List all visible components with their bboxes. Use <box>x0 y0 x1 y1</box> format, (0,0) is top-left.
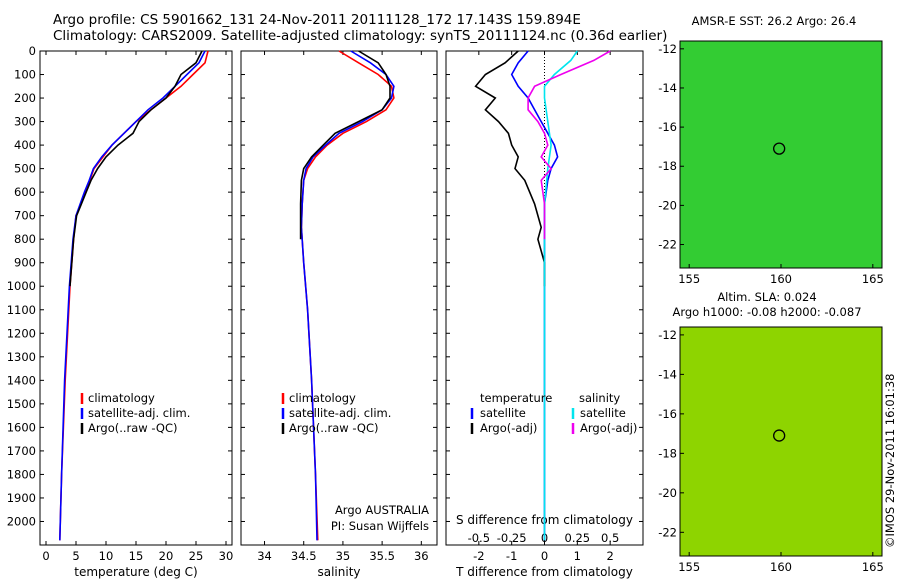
depth-tick-label: 1200 <box>7 326 36 340</box>
depth-tick-label: 1900 <box>7 491 36 505</box>
sst-base-fill <box>680 41 882 268</box>
temperature-series-line <box>69 50 203 287</box>
sla_map-argo-position-marker <box>773 429 786 442</box>
title-line-1: Argo profile: CS 5901662_131 24-Nov-2011… <box>53 12 581 28</box>
sst_map-ytick-label: -18 <box>658 159 677 173</box>
difference-xlabel: T difference from climatology <box>455 565 633 579</box>
temperature-plot-frame <box>39 50 233 546</box>
sst_map-ytick-label: -14 <box>658 81 677 95</box>
difference-legend-entry: satellite <box>580 406 626 420</box>
difference-legend-entry: satellite <box>480 406 526 420</box>
sst_map-xtick-label: 155 <box>678 272 700 286</box>
sst-map-title: AMSR-E SST: 26.2 Argo: 26.4 <box>692 14 857 28</box>
salinity-diff-tick-label: 0.5 <box>601 531 619 545</box>
depth-tick-label: 1300 <box>7 350 36 364</box>
difference-xtick-label: 1 <box>574 549 581 563</box>
sst_map-ytick-label: -20 <box>658 198 677 212</box>
sla_map-ytick-label: -22 <box>658 525 677 539</box>
sst_map-argo-position-marker <box>773 142 786 155</box>
sla_map-ytick-label: -18 <box>658 446 677 460</box>
depth-tick-label: 1000 <box>7 279 36 293</box>
difference-xtick-label: 2 <box>607 549 614 563</box>
sla-map-subtitle: Argo h1000: -0.08 h2000: -0.087 <box>672 305 861 319</box>
temperature-xtick-label: 30 <box>219 549 234 563</box>
temperature-xtick-label: 5 <box>72 549 79 563</box>
difference-series-line <box>543 50 578 541</box>
salinity-series-line <box>299 50 391 240</box>
sla_map-xtick-label: 160 <box>770 560 792 574</box>
salinity-annotation: Argo AUSTRALIA <box>335 503 429 517</box>
salinity-xtick-label: 34.5 <box>291 549 317 563</box>
sla_map-ytick-label: -16 <box>658 407 677 421</box>
depth-tick-label: 1500 <box>7 397 36 411</box>
sst_map-ytick-label: -12 <box>658 42 677 56</box>
salinity-diff-tick-label: -0.5 <box>468 531 490 545</box>
depth-tick-label: 1700 <box>7 444 36 458</box>
difference-xtick-label: 0 <box>541 549 548 563</box>
depth-tick-label: 900 <box>14 256 36 270</box>
salinity-xtick-label: 35 <box>336 549 351 563</box>
sla-map-title: Altim. SLA: 0.024 <box>717 290 816 304</box>
salinity-xtick-label: 35.5 <box>369 549 395 563</box>
salinity-legend-entry: climatology <box>289 391 356 405</box>
depth-tick-label: 1100 <box>7 303 36 317</box>
sst_map-xtick-label: 165 <box>862 272 884 286</box>
depth-tick-label: 200 <box>14 91 36 105</box>
sst_map-xtick-label: 160 <box>770 272 792 286</box>
depth-tick-label: 400 <box>14 138 36 152</box>
sst_map-ytick-label: -16 <box>658 120 677 134</box>
imos-stamp: ©IMOS 29-Nov-2011 16:01:38 <box>883 373 897 548</box>
salinity-plot-frame <box>240 50 438 546</box>
salinity-xlabel: salinity <box>317 565 360 579</box>
sla_map-ytick-label: -14 <box>658 367 677 381</box>
temperature-xlabel: temperature (deg C) <box>74 565 197 579</box>
depth-tick-label: 1400 <box>7 373 36 387</box>
depth-tick-label: 500 <box>14 162 36 176</box>
temperature-xtick-label: 0 <box>42 549 49 563</box>
difference-legend-entry: Argo(-adj) <box>480 421 537 435</box>
salinity-series-line <box>300 50 395 541</box>
difference-legend-heading: salinity <box>579 391 620 405</box>
depth-tick-label: 100 <box>14 68 36 82</box>
difference-xtick-label: -1 <box>506 549 517 563</box>
sla_map-ytick-label: -20 <box>658 486 677 500</box>
salinity-annotation: PI: Susan Wijffels <box>331 519 429 533</box>
sla_map-xtick-label: 165 <box>862 560 884 574</box>
salinity-legend-entry: satellite-adj. clim. <box>289 406 391 420</box>
sst_map-ytick-label: -22 <box>658 238 677 252</box>
depth-tick-label: 1600 <box>7 420 36 434</box>
temperature-xtick-label: 25 <box>189 549 204 563</box>
difference-series-line <box>474 50 546 287</box>
temperature-legend-entry: climatology <box>88 391 155 405</box>
depth-tick-label: 0 <box>29 44 36 58</box>
temperature-xtick-label: 10 <box>99 549 114 563</box>
salinity-diff-tick-label: 0.25 <box>565 531 591 545</box>
depth-tick-label: 800 <box>14 232 36 246</box>
salinity-xtick-label: 34 <box>257 549 272 563</box>
sla-base-fill <box>680 327 882 556</box>
depth-tick-label: 300 <box>14 115 36 129</box>
depth-tick-label: 2000 <box>7 514 36 528</box>
depth-tick-label: 700 <box>14 209 36 223</box>
salinity-legend-entry: Argo(..raw -QC) <box>289 421 379 435</box>
salinity-xtick-label: 36 <box>414 549 429 563</box>
temperature-xtick-label: 15 <box>129 549 144 563</box>
sla_map-xtick-label: 155 <box>678 560 700 574</box>
difference-series-line <box>527 50 611 240</box>
difference-legend-entry: Argo(-adj) <box>580 421 637 435</box>
difference-legend-heading: temperature <box>480 391 552 405</box>
depth-tick-label: 1800 <box>7 467 36 481</box>
difference-xtick-label: -2 <box>473 549 484 563</box>
depth-tick-label: 600 <box>14 185 36 199</box>
temperature-legend-entry: Argo(..raw -QC) <box>88 421 178 435</box>
title-line-2: Climatology: CARS2009. Satellite-adjuste… <box>53 28 668 44</box>
temperature-xtick-label: 20 <box>159 549 174 563</box>
salinity-diff-tick-label: -0.25 <box>497 531 527 545</box>
sla_map-ytick-label: -12 <box>658 328 677 342</box>
temperature-legend-entry: satellite-adj. clim. <box>88 406 190 420</box>
